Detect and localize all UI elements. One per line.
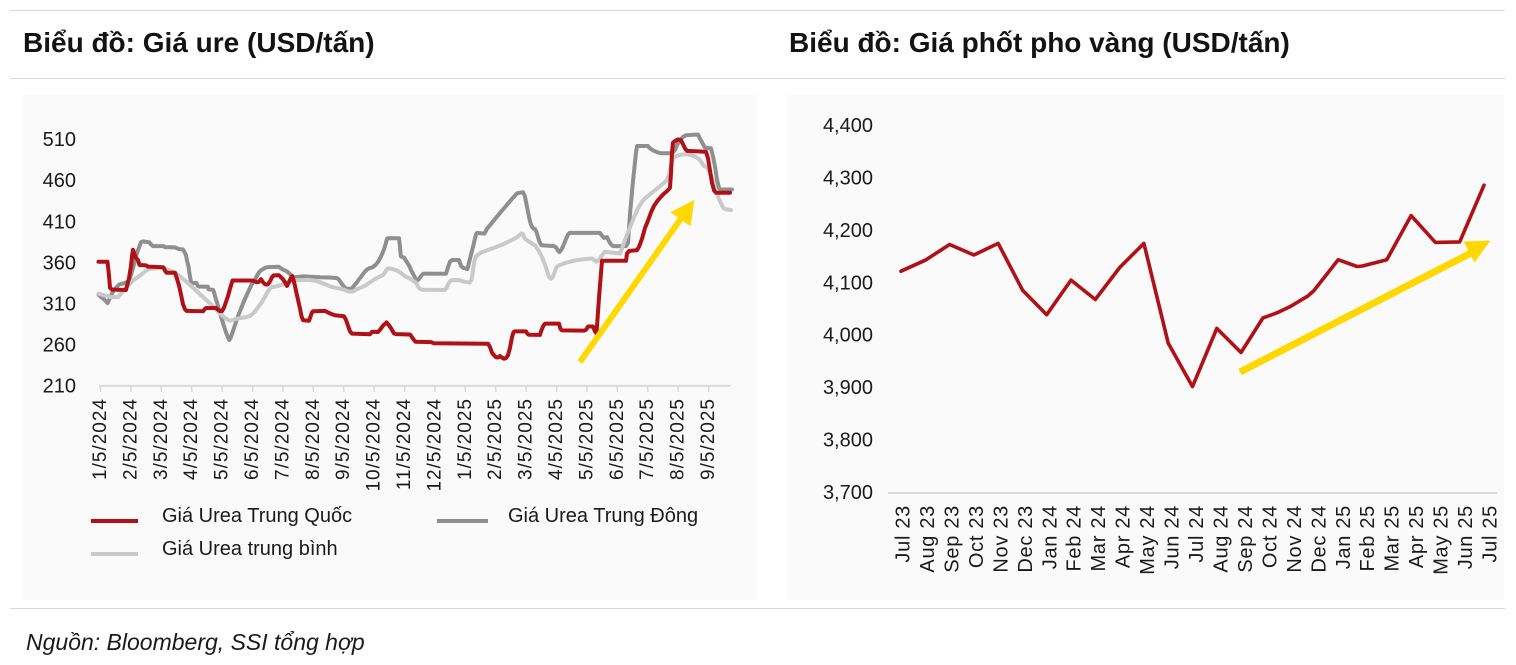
svg-text:Mar 24: Mar 24 [1088,505,1110,571]
svg-text:11/5/2024: 11/5/2024 [394,398,415,490]
svg-text:9/5/2024: 9/5/2024 [333,398,354,480]
svg-text:2/5/2024: 2/5/2024 [120,398,141,480]
svg-text:6/5/2024: 6/5/2024 [242,398,263,480]
svg-text:Jul 24: Jul 24 [1186,505,1208,563]
svg-text:210: 210 [43,375,76,397]
svg-text:4,400: 4,400 [823,115,873,137]
svg-text:Dec 23: Dec 23 [1015,505,1037,573]
svg-text:Mar 25: Mar 25 [1382,505,1404,571]
svg-text:410: 410 [43,211,76,233]
svg-text:Jul 25: Jul 25 [1480,505,1502,563]
svg-text:3,800: 3,800 [823,430,873,452]
svg-text:Sep 23: Sep 23 [941,505,963,573]
svg-text:460: 460 [43,170,76,192]
svg-text:May 24: May 24 [1137,505,1159,575]
svg-text:Jan 25: Jan 25 [1333,505,1355,569]
svg-text:10/5/2024: 10/5/2024 [364,398,385,492]
svg-text:8/5/2024: 8/5/2024 [303,398,324,480]
svg-text:9/5/2025: 9/5/2025 [698,398,719,480]
svg-text:Jun 24: Jun 24 [1162,505,1184,569]
svg-text:3,900: 3,900 [823,377,873,399]
svg-text:5/5/2024: 5/5/2024 [212,398,233,480]
svg-text:4,300: 4,300 [823,167,873,189]
svg-text:4,000: 4,000 [823,325,873,347]
svg-text:4,200: 4,200 [823,220,873,242]
svg-text:Aug 23: Aug 23 [917,505,939,573]
svg-text:Giá Urea Trung Đông: Giá Urea Trung Đông [508,505,698,527]
svg-text:1/5/2024: 1/5/2024 [90,398,111,480]
svg-text:6/5/2025: 6/5/2025 [607,398,628,480]
svg-text:Sep 24: Sep 24 [1235,505,1257,573]
svg-text:260: 260 [43,334,76,356]
svg-text:Apr 24: Apr 24 [1113,505,1135,568]
svg-text:Feb 25: Feb 25 [1357,505,1379,571]
svg-text:4/5/2024: 4/5/2024 [181,398,202,480]
svg-text:360: 360 [43,252,76,274]
svg-text:5/5/2025: 5/5/2025 [576,398,597,480]
svg-text:510: 510 [43,129,76,151]
svg-text:3/5/2024: 3/5/2024 [151,398,172,480]
svg-text:Jun 25: Jun 25 [1455,505,1477,569]
svg-text:2/5/2025: 2/5/2025 [485,398,506,480]
svg-text:7/5/2024: 7/5/2024 [272,398,293,480]
svg-text:3/5/2025: 3/5/2025 [516,398,537,480]
svg-text:Feb 24: Feb 24 [1064,505,1086,571]
svg-text:310: 310 [43,293,76,315]
svg-text:8/5/2025: 8/5/2025 [668,398,689,480]
svg-text:Oct 23: Oct 23 [966,505,988,568]
svg-text:3,700: 3,700 [823,482,873,504]
svg-text:Dec 24: Dec 24 [1308,505,1330,573]
svg-text:4/5/2025: 4/5/2025 [546,398,567,480]
svg-text:7/5/2025: 7/5/2025 [637,398,658,480]
svg-text:Jul 23: Jul 23 [893,505,915,563]
svg-text:Oct 24: Oct 24 [1259,505,1281,568]
svg-text:Nov 24: Nov 24 [1284,505,1306,573]
svg-text:1/5/2025: 1/5/2025 [455,398,476,480]
svg-text:4,100: 4,100 [823,272,873,294]
svg-text:Giá Urea trung bình: Giá Urea trung bình [162,538,338,560]
svg-text:Nov 23: Nov 23 [990,505,1012,573]
svg-text:Aug 24: Aug 24 [1211,505,1233,573]
svg-text:Jan 24: Jan 24 [1039,505,1061,569]
svg-text:Giá Urea Trung Quốc: Giá Urea Trung Quốc [162,505,352,527]
svg-text:Apr 25: Apr 25 [1406,505,1428,568]
svg-text:May 25: May 25 [1431,505,1453,575]
svg-text:12/5/2024: 12/5/2024 [424,398,445,492]
